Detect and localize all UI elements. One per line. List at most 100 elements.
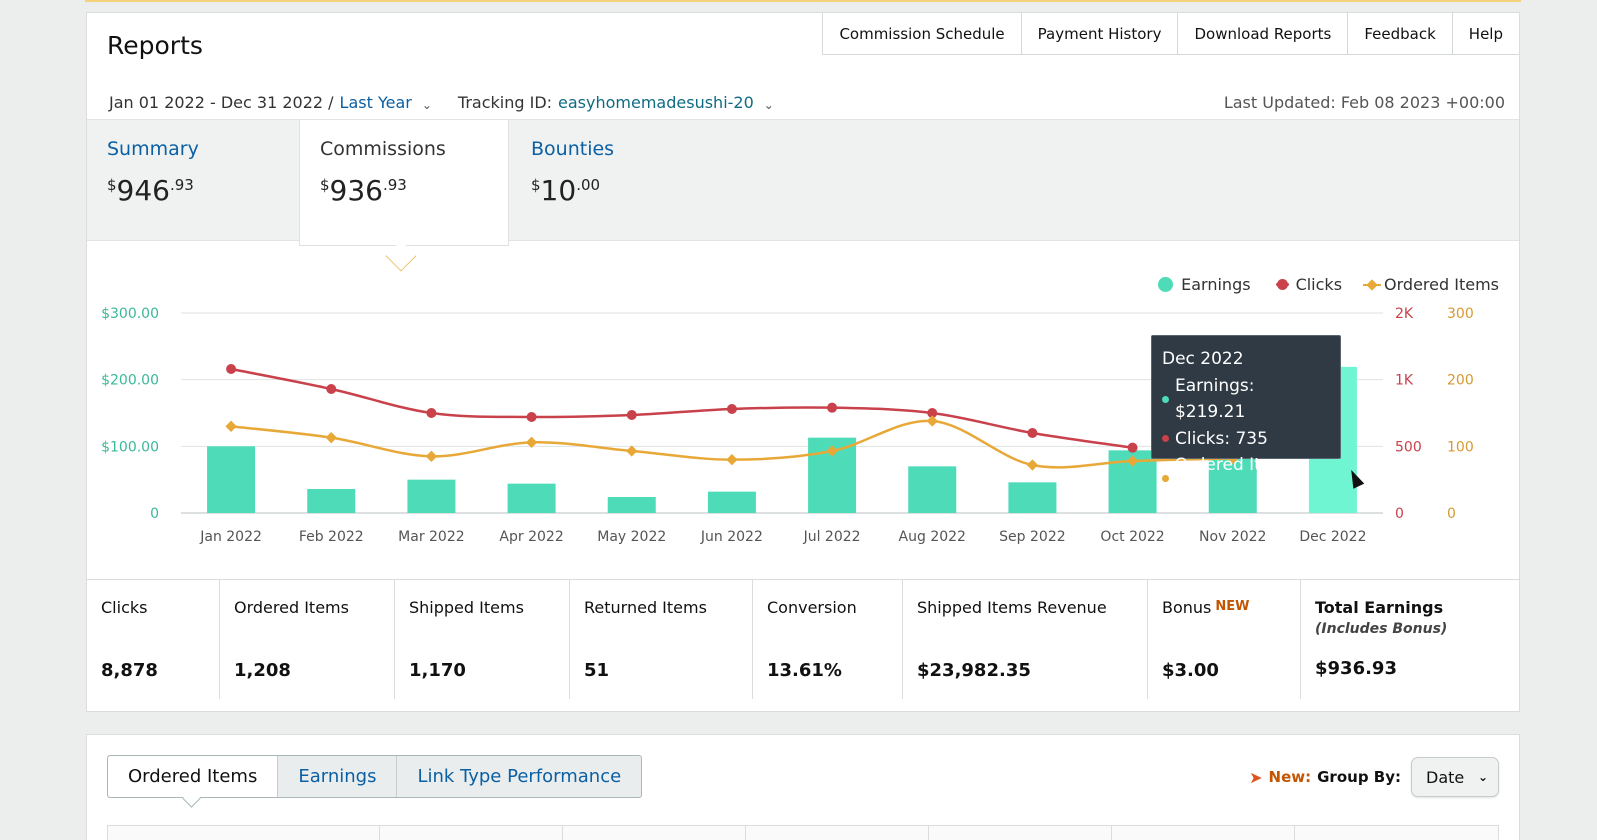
top-accent-strip [85,0,1521,2]
chevron-down-icon[interactable]: ⌄ [421,97,432,112]
tooltip-ordered-row: Ordered Items: 165 [1162,452,1330,505]
x-tick-label: Jun 2022 [700,529,763,545]
period-dropdown[interactable]: Last Year [339,93,412,112]
y-right-clicks-tick-label: 1K [1395,373,1414,389]
ordered-items-point [525,436,538,448]
details-card: Ordered Items Earnings Link Type Perform… [86,734,1520,840]
tab-summary-amount: $946.93 [107,174,194,207]
stat-value: $23,982.35 [917,660,1031,681]
clicks-point [726,404,737,414]
tab-earnings[interactable]: Earnings [278,756,398,797]
stat-value: 1,170 [409,660,466,681]
legend-ordered-items[interactable]: Ordered Items [1366,275,1499,294]
feedback-button[interactable]: Feedback [1348,13,1453,55]
last-updated-text: Last Updated: Feb 08 2023 +00:00 [1223,93,1505,112]
table-header [107,825,1499,840]
x-tick-label: Jan 2022 [199,529,262,545]
stat-value: $936.93 [1315,658,1397,679]
x-tick-label: Sep 2022 [999,529,1065,545]
x-tick-label: Feb 2022 [299,529,364,545]
tab-link-type-performance[interactable]: Link Type Performance [417,766,622,787]
earnings-chart: 0 0 0 $100.00 500 100 $200.00 1K 200 $300.00 2K 300… [101,306,1474,545]
chart-tooltip: Dec 2022 Earnings: $219.21 Clicks: 735 O… [1151,335,1341,502]
tracking-id-dropdown[interactable]: easyhomemadesushi-20 [558,93,754,112]
legend-clicks-label: Clicks [1295,275,1343,294]
commission-schedule-button[interactable]: Commission Schedule [823,13,1022,55]
tab-commissions-label: Commissions [320,138,446,160]
stat-label: Clicks [101,598,148,617]
top-nav: Commission Schedule Payment History Down… [822,13,1519,55]
ordered-items-point [325,432,337,444]
ordered-items-point [225,420,237,432]
tab-bounties-label: Bounties [531,138,615,160]
ordered-items-point [1126,455,1139,467]
tooltip-earnings-row: Earnings: $219.21 [1162,373,1330,426]
tooltip-clicks-row: Clicks: 735 [1162,426,1330,453]
legend-ordered-label: Ordered Items [1384,275,1499,294]
stat-bonus: Bonus NEW $3.00 [1148,580,1301,699]
stat-value: $3.00 [1162,660,1219,681]
stat-label: Returned Items [584,598,707,617]
tab-summary-label: Summary [107,138,199,160]
ordered-items-point [926,415,938,427]
ordered-items-point [726,454,738,466]
table-header-cell [108,826,380,840]
payment-history-button[interactable]: Payment History [1022,13,1179,55]
earnings-bar [207,446,256,513]
y-left-tick-label: $100.00 [101,439,159,455]
stat-value: 1,208 [234,660,291,681]
group-by-select[interactable]: Date ⌄ [1411,757,1499,797]
earnings-bar [507,483,556,513]
table-header-cell [746,826,929,840]
stat-shipped-items: Shipped Items 1,170 [395,580,570,699]
legend-earnings[interactable]: Earnings [1158,275,1251,294]
clicks-point [326,384,337,394]
stat-ordered-items: Ordered Items 1,208 [220,580,395,699]
ordered-items-point [1026,459,1039,471]
earnings-bar [707,491,756,513]
y-left-tick-label: $200.00 [101,373,159,389]
y-left-tick-label: $300.00 [101,306,159,322]
stats-row: Clicks 8,878 Ordered Items 1,208 Shipped… [87,579,1519,699]
earnings-bar [407,479,456,513]
help-button[interactable]: Help [1468,25,1503,43]
clicks-point [426,408,437,418]
tab-summary[interactable]: Summary $946.93 [87,120,299,242]
group-by: ➤ New: Group By: Date ⌄ [1249,757,1499,797]
tooltip-ordered: Ordered Items: 165 [1174,455,1303,502]
clicks-line [230,367,1133,449]
ordered-items-point [626,445,638,457]
earnings-bar [307,489,356,513]
tooltip-clicks: Clicks: 735 [1175,428,1268,449]
legend-clicks[interactable]: Clicks [1276,275,1343,294]
stat-sublabel: (Includes Bonus) [1315,621,1448,637]
reports-card: Reports Commission Schedule Payment Hist… [86,12,1520,712]
clicks-point [1127,442,1138,453]
stat-label: Ordered Items [234,598,349,617]
tab-commissions[interactable]: Commissions $936.93 [299,120,509,246]
x-tick-label: Dec 2022 [1299,529,1366,545]
download-reports-button[interactable]: Download Reports [1178,13,1349,55]
table-header-cell [563,826,746,840]
rocket-icon: ➤ [1249,767,1263,787]
ordered-items-point [826,445,838,457]
x-tick-label: Jul 2022 [803,529,861,545]
group-by-value: Date [1426,767,1465,787]
stat-clicks: Clicks 8,878 [87,580,220,699]
chart-legend: Earnings Clicks Ordered Items [1158,275,1499,294]
y-right-ordered-tick-label: 300 [1447,306,1474,322]
tab-ordered-items[interactable]: Ordered Items [108,756,279,797]
y-right-clicks-tick-label: 500 [1395,439,1422,455]
x-tick-label: Aug 2022 [899,529,966,545]
chevron-down-icon[interactable]: ⌄ [763,97,774,112]
stat-label: Shipped Items Revenue [917,598,1107,617]
tab-bounties[interactable]: Bounties $10.00 [511,120,723,242]
stat-label: Shipped Items [409,598,524,617]
stat-value: 51 [584,660,610,681]
table-header-cell [1112,826,1295,840]
page-title: Reports [107,31,203,60]
stat-value: 13.61% [767,660,842,681]
date-range-text: Jan 01 2022 - Dec 31 2022 / [109,93,334,112]
stat-label: Bonus NEW [1162,598,1250,617]
clicks-point [927,408,938,418]
